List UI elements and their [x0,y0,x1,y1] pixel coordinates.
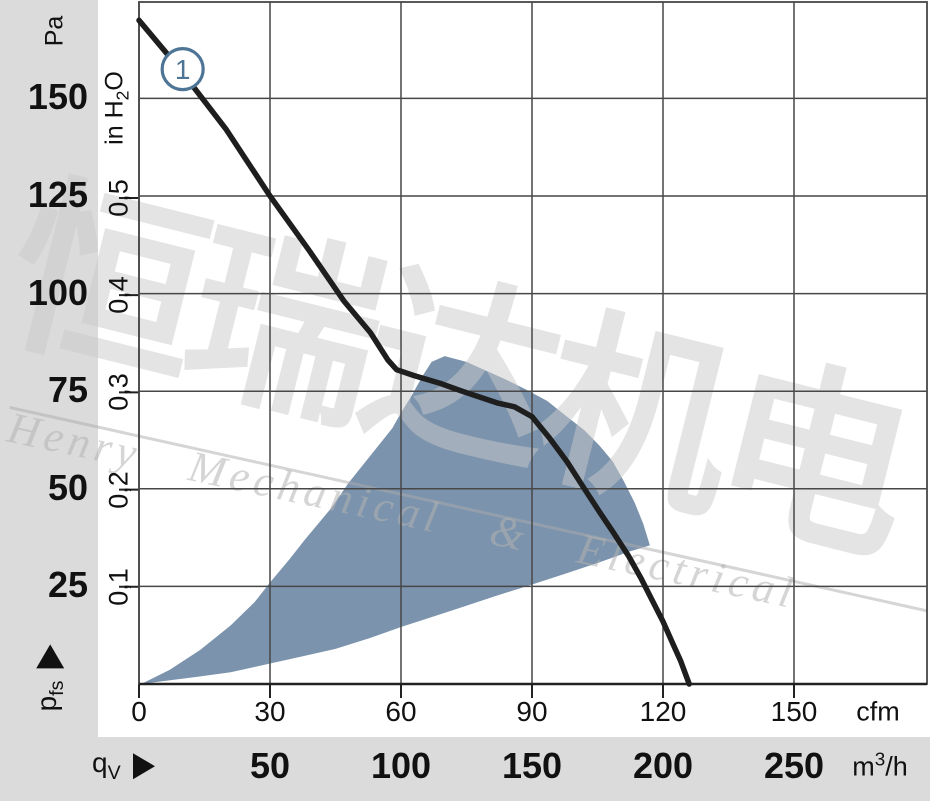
pa-tick-label: 75 [47,369,88,411]
inh2o-tick-label: 0,1 [103,568,134,606]
bottom-axis-gray-strip [0,737,930,801]
pressure-unit-label: Pa [40,15,69,47]
inh2o-tick-label: 0,4 [103,276,134,314]
pressure-axis-arrow-icon [36,644,64,669]
curve-marker-number: 1 [175,54,191,85]
m3h-tick-label: 150 [501,745,563,786]
pa-tick-label: 100 [27,271,88,313]
fan-curve [136,17,692,687]
pa-tick-label: 25 [47,564,88,606]
inh2o-tick-label: 0,2 [103,470,134,509]
curve-marker-circle [160,47,205,92]
inh2o-tick-label: 0,3 [103,373,134,412]
cfm-tick-label: 30 [254,696,286,727]
cfm-tick-label: 0 [131,696,147,727]
m3h-tick-label: 250 [763,745,825,786]
pa-tick-label: 50 [47,466,88,508]
inh2o-unit-label: in H2O [100,71,133,145]
cfm-tick-label: 90 [516,696,548,727]
flow-axis-name: qV [92,747,155,785]
m3h-tick-label: 200 [632,745,694,786]
cfm-tick-label: 150 [770,696,818,727]
inh2o-tick-label: 0,5 [103,179,134,217]
m3h-tick-label: 50 [249,745,291,786]
cfm-unit-label: cfm [856,696,900,727]
m3h-tick-label: 100 [370,745,432,786]
m3h-unit-label: m3/h [852,749,908,782]
pa-tick-label: 125 [27,174,88,216]
pa-tick-label: 150 [27,76,88,118]
flow-axis-arrow-icon [132,753,155,779]
left-axis-gray-strip [0,0,98,801]
pressure-axis-name: pfs [31,644,69,711]
cfm-tick-label: 60 [385,696,417,727]
cfm-tick-label: 120 [639,696,687,727]
